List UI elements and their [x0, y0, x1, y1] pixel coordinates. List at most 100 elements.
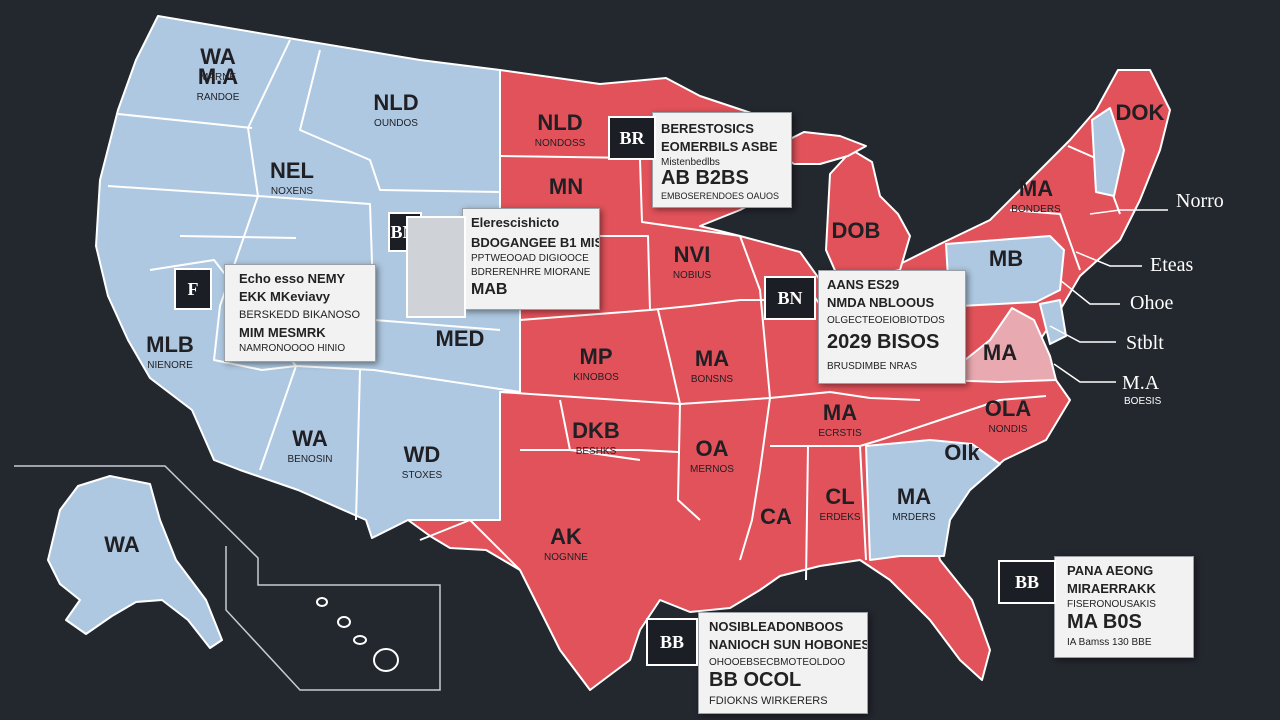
state-sublabel-tx: NOGNNE — [544, 552, 588, 563]
state-label-al: CL — [825, 484, 854, 509]
state-sublabel-az: BENOSIN — [287, 454, 332, 465]
state-label-ca: MLB — [146, 332, 194, 357]
state-sublabel-nw2: RANDOE — [197, 92, 240, 103]
card-line: PPTWEOOAD DIGIOOCE — [471, 253, 589, 264]
info-card-west-badge: F — [174, 268, 212, 310]
card-line: Mistenbedlbs — [661, 157, 720, 168]
state-label-co: MED — [436, 326, 485, 351]
info-card-west[interactable]: Echo esso NEMY EKK MKeviavy BERSKEDD BIK… — [224, 264, 376, 362]
state-sublabel-nw1: MARNE — [200, 72, 236, 83]
info-card-north[interactable]: BERESTOSICS EOMERBILS ASBE Mistenbedlbs … — [652, 112, 792, 208]
card-line: AB B2BS — [661, 167, 749, 189]
state-sublabel-ca: NIENORE — [147, 360, 193, 371]
state-label-mi: DOB — [832, 218, 881, 243]
state-sublabel-ia: NOBIUS — [673, 270, 712, 281]
state-label-pa: MB — [989, 246, 1023, 271]
state-hawaii[interactable] — [316, 597, 399, 672]
card-line: MIRAERRAKK — [1067, 581, 1156, 596]
state-delaware[interactable] — [1039, 299, 1067, 345]
card-line: IA Bamss 130 BBE — [1067, 637, 1152, 648]
state-label-ny: MA — [1019, 176, 1053, 201]
state-label-ia: NVI — [674, 242, 711, 267]
state-alaska[interactable] — [47, 475, 223, 649]
state-label-nw1: WA — [200, 44, 236, 69]
state-sublabel-ar: MERNOS — [690, 464, 734, 475]
state-michigan-upper[interactable] — [771, 131, 867, 165]
card-line: EMBOSERENDOES OAUOS — [661, 191, 780, 201]
state-sublabel-mt: OUNDOS — [374, 118, 418, 129]
info-card-east-badge: BN — [764, 276, 816, 320]
state-sublabel-ok: BESHKS — [576, 446, 617, 457]
state-label-ga: MA — [897, 484, 931, 509]
side-label-ohio: Ohoe — [1130, 292, 1174, 314]
side-label-east: Eteas — [1150, 254, 1194, 276]
state-label-ak: WA — [104, 532, 140, 557]
state-label-ar: OA — [696, 436, 729, 461]
info-card-gulf[interactable]: NOSIBLEADONBOOS NANIOCH SUN HOBONES OHOO… — [698, 612, 868, 714]
info-card-central[interactable]: Elerescishicto BDOGANGEE B1 MIS PPTWEOOA… — [462, 208, 600, 310]
state-label-id: NEL — [270, 158, 314, 183]
state-label-az: WA — [292, 426, 328, 451]
card-line: NANIOCH SUN HOBONES — [709, 637, 868, 652]
side-label-south: Stblt — [1126, 332, 1164, 354]
card-line: FDIOKNS WIRKERERS — [709, 695, 828, 707]
info-card-central-panel — [406, 216, 466, 318]
state-label-mn: MN — [549, 174, 583, 199]
state-label-mt: NLD — [373, 90, 418, 115]
state-label-mo: MA — [695, 346, 729, 371]
state-label-ks: MP — [580, 344, 613, 369]
state-sublabel-tn: ECRSTIS — [818, 428, 862, 439]
state-label-me: DOK — [1116, 100, 1165, 125]
card-line: EOMERBILS ASBE — [661, 139, 778, 154]
state-label-nd: NLD — [537, 110, 582, 135]
card-line: NAMRONOOOO HINIO — [239, 343, 346, 354]
card-line: MAB — [471, 281, 508, 298]
card-title: AANS ES29 — [827, 277, 900, 292]
card-title: Echo esso NEMY — [239, 271, 346, 286]
state-sublabel-mo: BONSNS — [691, 374, 734, 385]
state-sublabel-id: NOXENS — [271, 186, 314, 197]
card-line: 2029 BISOS — [827, 331, 940, 353]
card-line: BDOGANGEE B1 MIS — [471, 235, 600, 250]
state-sublabel-nm: STOXES — [402, 470, 443, 481]
card-title: PANA AEONG — [1067, 563, 1154, 578]
state-label-va: MA — [983, 340, 1017, 365]
state-label-sc: OIk — [944, 440, 980, 465]
inset-frame — [14, 465, 441, 691]
card-title: BERESTOSICS — [661, 121, 754, 136]
state-label-tx: AK — [550, 524, 582, 549]
info-card-southeast[interactable]: PANA AEONG MIRAERRAKK FISERONOUSAKIS MA … — [1054, 556, 1194, 658]
info-card-southeast-badge: BB — [998, 560, 1056, 604]
state-label-nw2: M.A — [198, 64, 238, 89]
card-title: NOSIBLEADONBOOS — [709, 619, 844, 634]
card-line: EKK MKeviavy — [239, 289, 331, 304]
card-line: BDRERENHRE MIORANE — [471, 267, 591, 278]
side-label-ma-sub: BOESIS — [1124, 396, 1162, 407]
state-sublabel-ga: MRDERS — [892, 512, 936, 523]
card-line: BRUSDIMBE NRAS — [827, 361, 918, 372]
card-line: MIM MESMRK — [239, 325, 326, 340]
state-virginia[interactable] — [939, 307, 1057, 383]
side-label-ma: M.A — [1122, 372, 1160, 394]
state-sublabel-al: ERDEKS — [819, 512, 860, 523]
state-georgia-sc[interactable] — [865, 439, 1001, 561]
state-vermont[interactable] — [1091, 107, 1125, 197]
state-label-nc: OLA — [985, 396, 1032, 421]
card-line: BB OCOL — [709, 669, 802, 691]
info-card-north-badge: BR — [608, 116, 656, 160]
card-line: OHOOEBSECBMOTEOLDOO — [709, 657, 846, 668]
state-label-tn: MA — [823, 400, 857, 425]
card-line: MA B0S — [1067, 611, 1142, 633]
state-sublabel-nc: NONDIS — [989, 424, 1028, 435]
info-card-east[interactable]: AANS ES29 NMDA NBLOOUS OLGECTEOEIOBIOTDO… — [818, 270, 966, 384]
state-label-la: CA — [760, 504, 792, 529]
side-label-north: Norro — [1176, 190, 1224, 212]
card-line: OLGECTEOEIOBIOTDOS — [827, 315, 945, 326]
state-sublabel-nd: NONDOSS — [535, 138, 586, 149]
state-sublabel-ks: KINOBOS — [573, 372, 619, 383]
state-michigan[interactable] — [825, 149, 911, 283]
info-card-gulf-badge: BB — [646, 618, 698, 666]
state-sublabel-ny: BONDERS — [1011, 204, 1061, 215]
card-line: NMDA NBLOOUS — [827, 295, 935, 310]
